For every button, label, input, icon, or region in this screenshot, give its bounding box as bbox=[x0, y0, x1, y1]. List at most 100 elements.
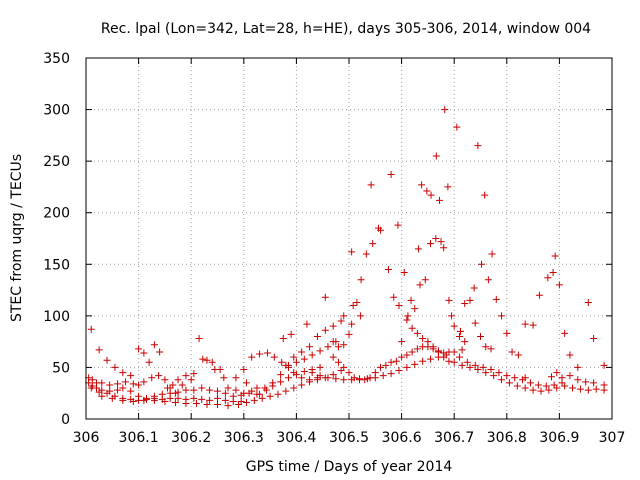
data-point bbox=[551, 252, 559, 260]
data-point bbox=[182, 400, 190, 408]
data-point bbox=[250, 396, 258, 404]
data-point bbox=[253, 390, 261, 398]
data-point bbox=[432, 235, 440, 242]
data-point bbox=[450, 322, 458, 330]
data-point bbox=[450, 348, 458, 356]
data-point bbox=[566, 351, 574, 359]
y-tick-label: 150 bbox=[43, 257, 70, 273]
y-tick-label: 300 bbox=[43, 103, 70, 119]
data-point bbox=[135, 345, 143, 353]
data-point bbox=[534, 381, 542, 389]
x-tick-label: 306.6 bbox=[382, 430, 422, 446]
data-point bbox=[521, 384, 529, 392]
data-point bbox=[413, 345, 421, 353]
data-point bbox=[287, 330, 295, 338]
data-point bbox=[349, 302, 357, 310]
data-point bbox=[277, 371, 285, 379]
data-point bbox=[427, 355, 435, 363]
data-point bbox=[474, 365, 482, 373]
data-point bbox=[169, 381, 177, 389]
data-point bbox=[220, 374, 228, 382]
data-point bbox=[455, 332, 463, 340]
data-point bbox=[357, 312, 365, 320]
x-tick-labels: 306 306.1 306.2 306.3 306.4 306.5 306.6 306.7 30… bbox=[73, 430, 626, 446]
data-point bbox=[481, 191, 489, 199]
data-point bbox=[321, 326, 329, 334]
data-point bbox=[256, 350, 264, 358]
data-point bbox=[411, 360, 419, 368]
data-point bbox=[282, 387, 290, 395]
data-point bbox=[340, 363, 348, 371]
x-tick-label: 306.9 bbox=[539, 430, 579, 446]
data-point bbox=[279, 335, 287, 343]
data-point bbox=[379, 372, 387, 380]
data-point bbox=[195, 335, 203, 343]
data-point bbox=[445, 296, 453, 304]
data-point bbox=[237, 391, 245, 399]
data-point bbox=[214, 401, 221, 409]
data-point bbox=[488, 250, 496, 258]
data-point bbox=[340, 341, 348, 349]
data-point bbox=[466, 296, 474, 304]
data-point bbox=[324, 343, 332, 351]
data-point bbox=[553, 384, 561, 392]
data-point bbox=[292, 358, 300, 366]
data-point bbox=[106, 381, 114, 389]
data-point bbox=[242, 379, 250, 387]
data-point bbox=[384, 265, 392, 273]
data-point bbox=[178, 381, 186, 389]
y-tick-label: 100 bbox=[43, 309, 70, 325]
data-point bbox=[306, 376, 314, 384]
data-point bbox=[400, 269, 408, 277]
data-point bbox=[103, 389, 111, 397]
data-point bbox=[484, 276, 492, 284]
data-point bbox=[127, 387, 135, 395]
data-point bbox=[198, 395, 206, 403]
data-point bbox=[434, 353, 442, 361]
data-point bbox=[455, 353, 463, 361]
data-point bbox=[150, 396, 158, 404]
data-point bbox=[187, 376, 195, 384]
data-point bbox=[545, 386, 553, 394]
data-point bbox=[166, 394, 174, 402]
data-point bbox=[148, 374, 156, 382]
data-point bbox=[277, 378, 285, 386]
data-point bbox=[203, 401, 211, 409]
data-point bbox=[127, 372, 135, 380]
data-point bbox=[592, 385, 600, 393]
data-point bbox=[466, 363, 474, 371]
data-point bbox=[240, 365, 248, 373]
data-point bbox=[470, 284, 478, 292]
data-point bbox=[548, 373, 556, 381]
data-point bbox=[232, 386, 240, 394]
data-point bbox=[164, 384, 172, 392]
data-point bbox=[492, 295, 500, 303]
data-point bbox=[174, 388, 182, 396]
data-point bbox=[345, 369, 353, 377]
data-point bbox=[482, 369, 490, 377]
data-point bbox=[129, 380, 137, 388]
data-point bbox=[348, 320, 356, 328]
data-point bbox=[395, 367, 403, 375]
data-point bbox=[503, 329, 511, 337]
data-point bbox=[458, 346, 466, 354]
data-point bbox=[423, 187, 431, 195]
data-point bbox=[461, 338, 469, 346]
data-point bbox=[513, 382, 521, 390]
data-point bbox=[98, 379, 106, 387]
data-point bbox=[214, 394, 221, 402]
data-point bbox=[537, 387, 545, 395]
data-point bbox=[161, 397, 169, 405]
data-point bbox=[407, 296, 415, 304]
data-point bbox=[182, 386, 190, 394]
y-tick-label: 350 bbox=[43, 51, 70, 67]
x-tick-label: 306.5 bbox=[329, 430, 369, 446]
data-point bbox=[508, 348, 516, 356]
data-point bbox=[498, 376, 506, 384]
data-point bbox=[308, 369, 316, 377]
data-point bbox=[332, 375, 340, 383]
data-point bbox=[203, 356, 211, 364]
data-point bbox=[340, 376, 348, 384]
data-point bbox=[418, 181, 426, 189]
data-point bbox=[290, 384, 298, 392]
